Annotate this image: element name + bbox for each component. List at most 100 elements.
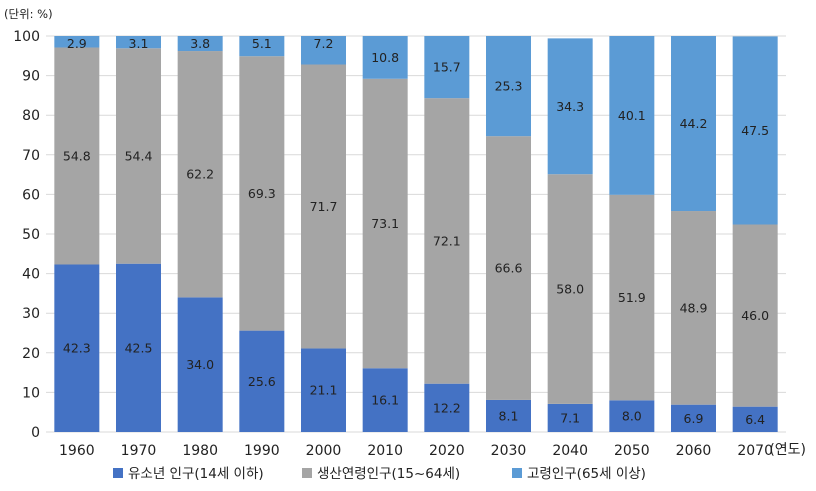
data-label: 3.1 — [129, 36, 149, 51]
y-tick-label: 10 — [22, 385, 40, 401]
data-label: 42.3 — [63, 341, 91, 356]
data-label: 6.4 — [745, 412, 765, 427]
bar-segment-2 — [362, 78, 408, 369]
y-axis-ticks: 0 10 20 30 40 50 60 70 80 90 100 — [13, 29, 40, 441]
legend-label: 유소년 인구(14세 이하) — [128, 466, 264, 482]
bar-segment-2 — [671, 211, 716, 405]
data-label: 47.5 — [741, 123, 769, 138]
y-tick-label: 70 — [22, 148, 40, 164]
bar-segment-3 — [239, 36, 285, 57]
bar-segment-1 — [671, 404, 716, 432]
x-tick-label: 1970 — [121, 443, 157, 459]
x-unit-label: (연도) — [769, 442, 806, 458]
data-label: 54.8 — [63, 148, 91, 163]
bar-segment-2 — [486, 136, 531, 400]
data-label: 25.6 — [248, 374, 276, 389]
y-tick-label: 100 — [13, 29, 40, 45]
data-label: 62.2 — [186, 167, 214, 182]
y-tick-label: 0 — [31, 425, 40, 441]
bar-segment-3 — [424, 36, 470, 99]
data-label: 44.2 — [680, 116, 708, 131]
bar-segment-3 — [732, 36, 778, 225]
bar-segment-2 — [301, 64, 346, 349]
bar-segment-2 — [424, 98, 470, 384]
data-label: 48.9 — [680, 300, 708, 315]
bar-segment-2 — [547, 174, 593, 404]
data-label: 58.0 — [556, 282, 584, 297]
data-label: 7.2 — [314, 36, 334, 51]
x-tick-label: 2010 — [367, 443, 403, 459]
x-tick-label: 2070 — [737, 443, 773, 459]
bar-segment-1 — [547, 403, 593, 432]
x-tick-label: 2050 — [614, 443, 650, 459]
gridlines — [46, 35, 786, 433]
data-label: 34.0 — [186, 357, 214, 372]
x-tick-label: 2020 — [429, 443, 465, 459]
bar-segment-2 — [609, 194, 655, 401]
bar-segment-3 — [54, 36, 100, 48]
legend: 유소년 인구(14세 이하) 생산연령인구(15~64세) 고령인구(65세 이상) — [113, 466, 646, 482]
x-tick-label: 2030 — [491, 443, 527, 459]
x-axis-ticks: 1960 1970 1980 1990 2000 2010 2020 2030 2040 2050… — [59, 443, 773, 459]
data-label: 15.7 — [433, 60, 461, 75]
data-label: 10.8 — [371, 50, 399, 65]
bar-segment-2 — [177, 51, 223, 298]
data-label: 5.1 — [252, 36, 272, 51]
data-label: 3.8 — [190, 36, 210, 51]
legend-swatch — [302, 468, 312, 478]
data-label: 69.3 — [248, 186, 276, 201]
bar-segment-1 — [609, 400, 655, 432]
data-label: 25.3 — [495, 79, 523, 94]
bar-segment-3 — [486, 36, 531, 137]
y-tick-label: 80 — [22, 108, 40, 124]
data-label: 16.1 — [371, 393, 399, 408]
y-tick-label: 50 — [22, 227, 40, 243]
data-label: 54.4 — [125, 148, 153, 163]
bar-segment-2 — [54, 47, 100, 265]
x-tick-label: 1960 — [59, 443, 95, 459]
data-label: 72.1 — [433, 233, 461, 248]
y-tick-label: 60 — [22, 187, 40, 203]
bar-segment-1 — [301, 348, 346, 432]
data-label: 8.0 — [622, 409, 642, 424]
data-label: 12.2 — [433, 400, 461, 415]
data-label: 2.9 — [67, 36, 87, 51]
bar-segment-2 — [732, 224, 778, 407]
data-label: 51.9 — [618, 290, 646, 305]
bar-segment-1 — [239, 330, 285, 432]
legend-label: 생산연령인구(15~64세) — [317, 466, 460, 482]
x-tick-label: 1980 — [182, 443, 218, 459]
bar-segment-1 — [486, 399, 531, 432]
legend-swatch — [113, 468, 123, 478]
x-tick-label: 2040 — [552, 443, 588, 459]
bar-segment-3 — [301, 36, 346, 65]
data-label: 66.6 — [495, 261, 523, 276]
data-label: 40.1 — [618, 108, 646, 123]
legend-label: 고령인구(65세 이상) — [527, 466, 646, 482]
bar-segment-3 — [177, 36, 223, 52]
bar-segment-1 — [177, 297, 223, 432]
y-tick-label: 20 — [22, 346, 40, 362]
data-label: 34.3 — [556, 99, 584, 114]
bar-segment-1 — [362, 368, 408, 432]
data-label: 7.1 — [560, 410, 580, 425]
y-tick-label: 40 — [22, 267, 40, 283]
bar-segment-3 — [547, 38, 593, 175]
bar-segment-1 — [732, 406, 778, 432]
data-label: 8.1 — [499, 408, 519, 423]
bar-segment-1 — [54, 264, 100, 432]
data-label: 46.0 — [741, 308, 769, 323]
bars: 42.3 54.8 2.9 42.5 54.4 3.1 34.0 62.2 3.8 25.6 69.… — [54, 36, 778, 432]
data-label: 42.5 — [125, 340, 153, 355]
x-tick-label: 1990 — [244, 443, 280, 459]
bar-segment-3 — [671, 36, 716, 212]
bar-segment-1 — [424, 383, 470, 432]
data-label: 71.7 — [310, 199, 338, 214]
data-label: 6.9 — [684, 411, 704, 426]
x-tick-label: 2060 — [676, 443, 712, 459]
bar-segment-1 — [116, 263, 161, 432]
bar-segment-2 — [116, 48, 161, 264]
bar-segment-3 — [116, 36, 161, 49]
legend-swatch — [512, 468, 522, 478]
